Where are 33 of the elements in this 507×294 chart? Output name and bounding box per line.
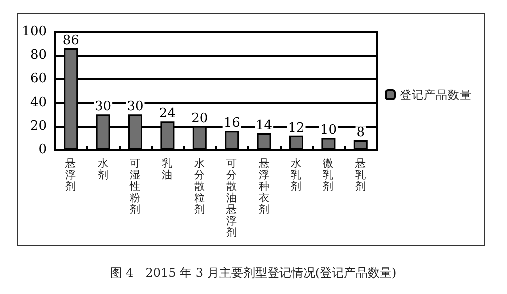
x-tick-label: 水乳剂 xyxy=(291,156,302,193)
data-label: 12 xyxy=(288,120,305,136)
bar xyxy=(257,133,272,150)
x-tick-label: 可分散油悬浮剂 xyxy=(226,158,238,239)
y-tick-label: 0 xyxy=(38,142,47,158)
data-label: 14 xyxy=(256,118,273,134)
legend-label: 登记产品数量 xyxy=(400,88,472,102)
x-tick-label: 微乳剂 xyxy=(323,158,334,193)
x-tick-label: 悬浮剂 xyxy=(64,158,77,193)
y-tick-label: 60 xyxy=(30,72,47,87)
x-tick-label: 悬浮种衣剂 xyxy=(258,158,270,216)
y-tick-label: 40 xyxy=(30,95,47,110)
bar xyxy=(354,140,368,150)
data-label: 86 xyxy=(62,34,80,49)
y-tick-label: 80 xyxy=(30,48,47,64)
x-tick-label: 乳油 xyxy=(162,156,174,182)
data-label: 10 xyxy=(320,123,337,138)
x-tick-label: 悬乳剂 xyxy=(354,158,366,193)
x-tick-label: 水分散粒剂 xyxy=(194,156,206,216)
data-label: 16 xyxy=(224,116,240,132)
data-label: 20 xyxy=(192,111,208,126)
y-tick-label: 100 xyxy=(22,24,47,40)
bar xyxy=(225,131,240,150)
data-label: 24 xyxy=(159,106,176,122)
bar xyxy=(322,138,336,150)
data-label: 30 xyxy=(127,100,144,115)
bar xyxy=(290,136,304,150)
x-tick-label: 可湿性粉剂 xyxy=(129,158,141,216)
text: 图 4 2015 年 3 月主要剂型登记情况(登记产品数量) xyxy=(110,266,397,280)
y-tick-label: 20 xyxy=(30,118,47,134)
data-label: 8 xyxy=(356,126,366,141)
x-tick-label: 水剂 xyxy=(98,156,109,182)
data-label: 30 xyxy=(95,100,112,115)
